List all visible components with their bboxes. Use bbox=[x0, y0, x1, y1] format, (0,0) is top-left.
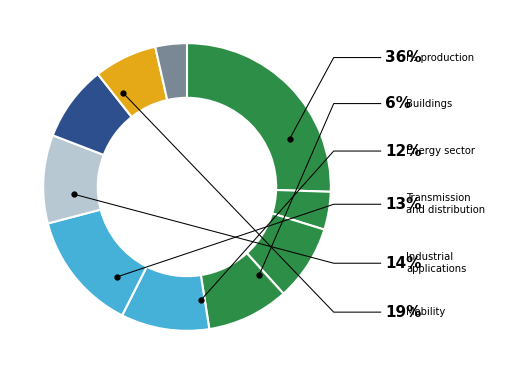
Wedge shape bbox=[247, 214, 324, 294]
Wedge shape bbox=[187, 43, 331, 192]
Text: Mobility: Mobility bbox=[406, 307, 446, 317]
Wedge shape bbox=[272, 190, 331, 230]
Wedge shape bbox=[43, 135, 104, 223]
Text: H₂ production: H₂ production bbox=[406, 53, 475, 62]
Text: Buildings: Buildings bbox=[406, 99, 453, 108]
Text: 19%: 19% bbox=[385, 305, 422, 320]
Wedge shape bbox=[98, 47, 167, 117]
Text: Transmission
and distribution: Transmission and distribution bbox=[406, 193, 486, 215]
Text: Industrial
applications: Industrial applications bbox=[406, 252, 467, 274]
Text: 13%: 13% bbox=[385, 197, 422, 212]
Wedge shape bbox=[155, 43, 187, 100]
Text: 14%: 14% bbox=[385, 256, 422, 271]
Wedge shape bbox=[122, 267, 209, 331]
Text: 12%: 12% bbox=[385, 144, 422, 159]
Wedge shape bbox=[48, 209, 147, 315]
Wedge shape bbox=[201, 253, 284, 329]
Wedge shape bbox=[52, 74, 132, 155]
Text: 36%: 36% bbox=[385, 50, 422, 65]
Text: Energy sector: Energy sector bbox=[406, 146, 475, 156]
Text: 6%: 6% bbox=[385, 96, 412, 111]
